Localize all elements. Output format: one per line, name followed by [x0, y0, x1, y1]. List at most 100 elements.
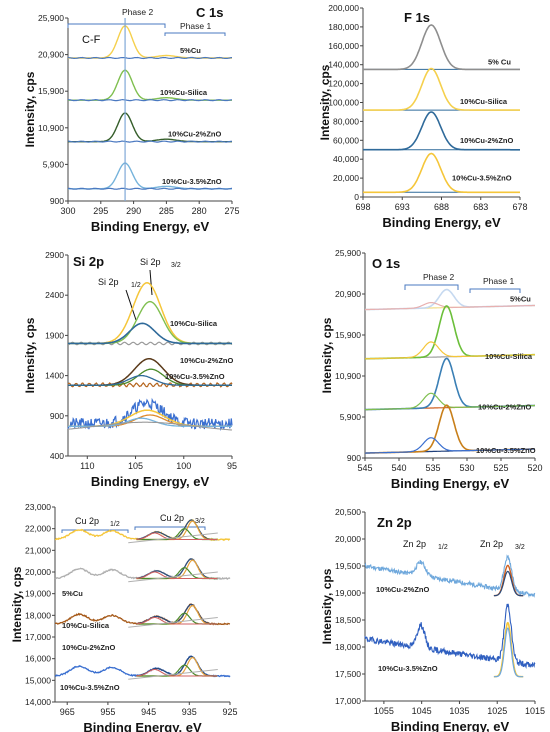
y-tick-label: 2900: [45, 250, 64, 260]
peak-fit-1: [68, 69, 232, 101]
series-label: 5%Cu: [62, 589, 83, 598]
y-tick-label: 20,000: [25, 567, 51, 577]
y-tick-label: 900: [347, 453, 361, 463]
fit-c-3: [136, 668, 218, 677]
fit-c-1: [136, 571, 218, 580]
x-tick-label: 105: [128, 461, 143, 471]
y-tick-label: 160,000: [328, 41, 359, 51]
y-tick-label: 5,900: [340, 412, 362, 422]
raw-2zno: [67, 381, 233, 388]
y-tick-label: 17,000: [335, 696, 361, 706]
label-zn-2p3-2-sub: 3/2: [515, 544, 525, 551]
fit-3-5zno-b: [493, 627, 524, 678]
y-tick-label: 10,900: [335, 371, 361, 381]
y-tick-label: 23,000: [25, 502, 51, 512]
label-cu-2p1-2-sub: 1/2: [110, 521, 120, 528]
panel-title: O 1s: [372, 256, 400, 271]
fit-2zno-b: [493, 570, 524, 597]
y-tick-label: 14,000: [25, 697, 51, 707]
y-tick-label: 18,500: [335, 615, 361, 625]
y-tick-label: 18,000: [25, 610, 51, 620]
y-tick-label: 5,900: [43, 159, 65, 169]
series-label: 10%Cu-2%ZnO: [62, 643, 116, 652]
x-tick-label: 698: [355, 202, 370, 212]
label-2p3-2-sub: 3/2: [171, 262, 181, 269]
panel-title: Zn 2p: [377, 515, 412, 530]
fit-c-0: [136, 532, 218, 541]
y-tick-label: 15,900: [38, 86, 64, 96]
shoulder-fit-3: [365, 437, 535, 454]
series-label: 10%Cu-3.5%ZnO: [60, 683, 120, 692]
peak-fit-2: [363, 111, 520, 151]
annotation-c-f: C-F: [82, 34, 101, 46]
peak-fit-1: [363, 67, 520, 111]
y-tick-label: 25,900: [38, 13, 64, 23]
y-axis-label: Intensity, cps: [23, 71, 37, 147]
y-tick-label: 0: [354, 192, 359, 202]
y-tick-label: 80,000: [333, 116, 359, 126]
phase-2-bracket: [404, 284, 459, 290]
y-tick-label: 10,900: [38, 123, 64, 133]
y-tick-label: 100,000: [328, 98, 359, 108]
y-tick-label: 900: [50, 411, 64, 421]
bg-3-5zno: [67, 421, 233, 431]
y-tick-label: 900: [50, 196, 64, 206]
series-label: 10%Cu-3.5%ZnO: [162, 177, 222, 186]
series-label: 10%Cu-3.5%ZnO: [476, 446, 536, 455]
x-axis-label: Binding Energy, eV: [391, 719, 510, 732]
x-tick-label: 955: [100, 707, 115, 717]
x-tick-label: 285: [159, 206, 174, 216]
y-tick-label: 20,000: [335, 534, 361, 544]
y-tick-label: 180,000: [328, 22, 359, 32]
y-tick-label: 200,000: [328, 3, 359, 13]
fit-silica-c: [68, 322, 232, 345]
x-tick-label: 530: [459, 463, 474, 473]
x-tick-label: 535: [425, 463, 440, 473]
panel-cu2p: 965 955 945 935 925 23,000 22,000 21,000 20,000 1…: [10, 502, 238, 732]
y-tick-label: 40,000: [333, 154, 359, 164]
phase-1-bracket: [469, 288, 521, 293]
x-tick-label: 1015: [525, 706, 545, 716]
y-tick-label: 20,900: [38, 50, 64, 60]
x-axis-label: Binding Energy, eV: [391, 476, 510, 491]
y-tick-label: 17,500: [335, 669, 361, 679]
y-tick-label: 25,900: [335, 248, 361, 258]
series-label: 10%Cu-3.5%ZnO: [165, 372, 225, 381]
series-label: 5%Cu: [180, 46, 201, 55]
fit-2zno-c: [68, 374, 232, 386]
x-axis-label: Binding Energy, eV: [83, 720, 202, 732]
x-tick-label: 520: [527, 463, 542, 473]
x-tick-label: 678: [512, 202, 527, 212]
y-tick-label: 20,500: [335, 507, 361, 517]
panel-o1s: 545 540 535 530 525 520 25,900 20,900 15,900 10,9…: [320, 248, 543, 491]
x-tick-label: 525: [493, 463, 508, 473]
baseline-2: [67, 140, 233, 143]
y-tick-label: 21,000: [25, 545, 51, 555]
x-tick-label: 683: [473, 202, 488, 212]
y-tick-label: 19,000: [25, 589, 51, 599]
panel-title: Si 2p: [73, 254, 104, 269]
y-tick-label: 16,000: [25, 654, 51, 664]
phase-1-bracket: [164, 32, 226, 36]
x-tick-label: 295: [93, 206, 108, 216]
series-label: 10%Cu-Silica: [460, 97, 508, 106]
x-tick-label: 688: [434, 202, 449, 212]
peak-fit-3: [363, 152, 520, 194]
panel-zn2p: 1055 1045 1035 1025 1015 20,500 20,000 19,500 19…: [320, 507, 545, 732]
x-axis-label: Binding Energy, eV: [91, 474, 210, 489]
y-tick-label: 400: [50, 451, 64, 461]
fit-silica: [68, 282, 232, 345]
y-axis-label: Intensity, cps: [23, 317, 37, 393]
x-tick-label: 935: [182, 707, 197, 717]
x-axis-label: Binding Energy, eV: [382, 215, 501, 230]
phase-2-bracket: [67, 23, 166, 28]
series-label: 5% Cu: [488, 57, 511, 66]
x-axis-label: Binding Energy, eV: [91, 219, 210, 234]
y-tick-label: 1400: [45, 371, 64, 381]
baseline-1: [68, 98, 232, 102]
x-tick-label: 1055: [374, 706, 394, 716]
x-tick-label: 280: [192, 206, 207, 216]
x-tick-label: 1025: [487, 706, 507, 716]
y-tick-label: 15,000: [25, 675, 51, 685]
